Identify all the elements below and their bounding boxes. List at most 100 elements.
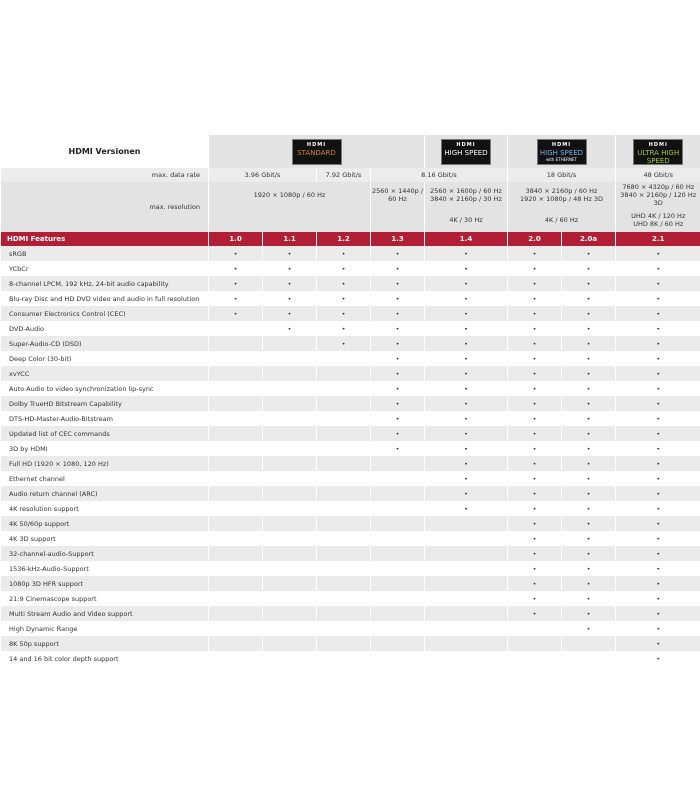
support-dot: • (233, 294, 238, 303)
support-cell: • (615, 366, 700, 381)
support-cell (316, 411, 371, 426)
feature-name: Full HD (1920 × 1080, 120 Hz) (0, 456, 209, 471)
support-cell: • (507, 291, 562, 306)
empty-cell (208, 207, 371, 232)
support-cell: • (424, 426, 508, 441)
support-cell (262, 426, 317, 441)
support-cell (316, 441, 371, 456)
support-cell (370, 456, 425, 471)
support-cell (424, 561, 508, 576)
feature-row: DVD-Audio • • • • • • • (0, 321, 700, 336)
support-cell (262, 531, 317, 546)
support-cell: • (615, 606, 700, 621)
support-cell: • (561, 276, 616, 291)
support-cell: • (561, 456, 616, 471)
support-dot: • (341, 294, 346, 303)
support-cell (208, 456, 263, 471)
support-dot: • (656, 264, 661, 273)
support-cell (316, 576, 371, 591)
feature-name: 14 and 16 bit color depth support (0, 651, 209, 666)
resolution-value: 2560 × 1440p / 60 Hz (370, 182, 425, 207)
support-cell (208, 366, 263, 381)
support-cell: • (561, 411, 616, 426)
support-dot: • (586, 609, 591, 618)
support-cell (262, 501, 317, 516)
support-dot: • (395, 369, 400, 378)
support-dot: • (532, 609, 537, 618)
support-dot: • (395, 354, 400, 363)
support-dot: • (586, 459, 591, 468)
support-dot: • (532, 279, 537, 288)
support-cell: • (208, 306, 263, 321)
support-cell (316, 546, 371, 561)
support-cell: • (424, 246, 508, 261)
support-dot: • (464, 294, 468, 303)
support-dot: • (656, 384, 661, 393)
support-cell: • (316, 321, 371, 336)
support-cell: • (507, 471, 562, 486)
support-dot: • (586, 429, 591, 438)
support-dot: • (586, 564, 591, 573)
feature-name: Consumer Electronics Control (CEC) (0, 306, 209, 321)
support-cell (208, 531, 263, 546)
support-dot: • (395, 414, 400, 423)
feature-name: Updated list of CEC commands (0, 426, 209, 441)
support-cell: • (316, 336, 371, 351)
support-cell (316, 591, 371, 606)
support-cell (507, 621, 562, 636)
support-cell: • (507, 546, 562, 561)
logo-standard: HDMI STANDARD (208, 135, 425, 168)
support-cell: • (507, 426, 562, 441)
support-dot: • (341, 279, 346, 288)
support-cell: • (370, 261, 425, 276)
feature-row: Auto Audio to video synchronization lip-… (0, 381, 700, 396)
support-cell (424, 606, 508, 621)
support-dot: • (532, 339, 537, 348)
resolution-value: 1920 × 1080p / 60 Hz (208, 182, 371, 207)
support-cell: • (561, 486, 616, 501)
support-dot: • (464, 399, 468, 408)
support-cell (370, 531, 425, 546)
feature-row: 1536-kHz-Audio-Support • • • (0, 561, 700, 576)
support-cell: • (615, 351, 700, 366)
support-dot: • (586, 384, 591, 393)
support-cell: • (370, 441, 425, 456)
support-dot: • (287, 294, 292, 303)
feature-row: Ethernet channel • • • • (0, 471, 700, 486)
support-cell: • (370, 381, 425, 396)
hdmi-comparison-table: HDMI Versionen HDMI STANDARD HDMI HIGH SPE… (0, 135, 700, 666)
support-cell: • (561, 576, 616, 591)
support-cell (424, 636, 508, 651)
support-cell: • (424, 261, 508, 276)
support-cell: • (561, 441, 616, 456)
support-dot: • (656, 444, 661, 453)
support-cell (208, 651, 263, 666)
support-cell (424, 531, 508, 546)
support-cell: • (561, 471, 616, 486)
support-cell: • (424, 456, 508, 471)
support-cell: • (507, 261, 562, 276)
support-cell (316, 651, 371, 666)
support-dot: • (656, 354, 661, 363)
support-cell (262, 486, 317, 501)
support-cell: • (424, 501, 508, 516)
support-cell: • (507, 456, 562, 471)
feature-row: Multi Stream Audio and Video support • • • (0, 606, 700, 621)
version-1.0: 1.0 (208, 232, 263, 246)
support-cell: • (316, 306, 371, 321)
support-dot: • (586, 414, 591, 423)
support-cell: • (370, 426, 425, 441)
support-cell: • (208, 276, 263, 291)
support-dot: • (532, 309, 537, 318)
empty-cell (370, 207, 425, 232)
support-dot: • (586, 444, 591, 453)
feature-name: 4K resolution support (0, 501, 209, 516)
feature-row: YCbCr • • • • • • • • (0, 261, 700, 276)
support-dot: • (656, 639, 661, 648)
support-dot: • (341, 309, 346, 318)
support-dot: • (586, 549, 591, 558)
support-cell: • (370, 306, 425, 321)
support-dot: • (233, 249, 238, 258)
support-cell: • (615, 471, 700, 486)
support-cell: • (370, 276, 425, 291)
